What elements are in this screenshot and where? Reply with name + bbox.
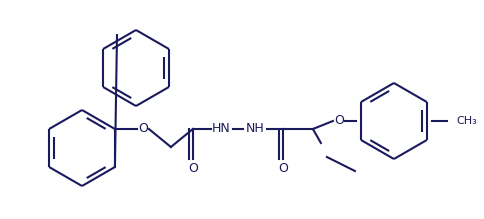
Text: CH₃: CH₃ xyxy=(455,116,476,126)
Text: NH: NH xyxy=(245,122,264,136)
Text: O: O xyxy=(277,162,287,175)
Text: O: O xyxy=(137,122,148,136)
Text: HN: HN xyxy=(211,122,230,136)
Text: O: O xyxy=(333,115,343,127)
Text: O: O xyxy=(188,162,197,175)
